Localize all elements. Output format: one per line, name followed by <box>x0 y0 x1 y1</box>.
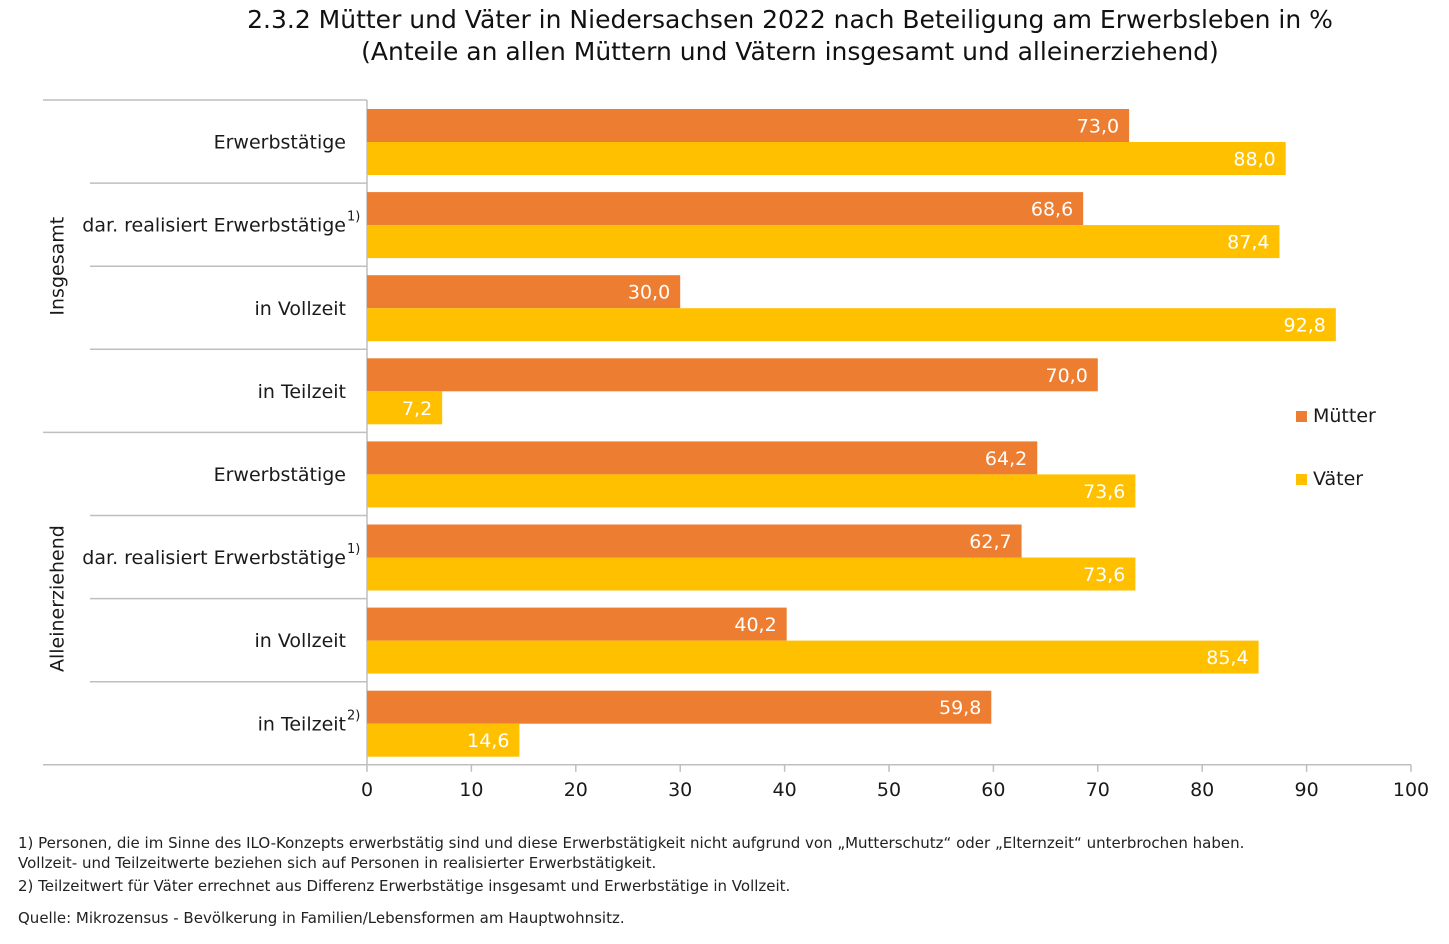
x-tick-label: 70 <box>1086 779 1110 801</box>
x-tick-label: 80 <box>1190 779 1214 801</box>
data-label-vaeter: 7,2 <box>402 398 432 420</box>
category-footnote-mark: 1) <box>347 210 360 225</box>
bar-vaeter <box>367 308 1336 342</box>
data-label-muetter: 40,2 <box>734 614 776 636</box>
category-label: Erwerbstätige <box>214 464 346 486</box>
bar-vaeter <box>367 225 1280 259</box>
bar-muetter <box>367 524 1022 558</box>
data-label-vaeter: 88,0 <box>1233 149 1275 171</box>
category-footnote-mark: 1) <box>347 542 360 557</box>
data-label-muetter: 62,7 <box>969 531 1011 553</box>
footnote-2: 2) Teilzeitwert für Väter errechnet aus … <box>18 877 791 895</box>
group-label: Alleinerziehend <box>47 525 69 672</box>
footnote-1-continuation: Vollzeit- und Teilzeitwerte beziehen sic… <box>18 854 657 872</box>
data-label-muetter: 59,8 <box>939 697 981 719</box>
bar-muetter <box>367 690 992 724</box>
category-label: in Vollzeit <box>255 630 346 652</box>
x-tick-label: 60 <box>981 779 1005 801</box>
data-label-muetter: 68,6 <box>1031 199 1073 221</box>
data-label-muetter: 64,2 <box>985 448 1027 470</box>
x-tick-label: 20 <box>564 779 588 801</box>
category-label: dar. realisiert Erwerbstätige <box>82 547 346 569</box>
data-label-muetter: 73,0 <box>1077 116 1119 138</box>
data-label-vaeter: 92,8 <box>1284 315 1326 337</box>
x-tick-label: 40 <box>773 779 797 801</box>
chart-title: 2.3.2 Mütter und Väter in Niedersachsen … <box>247 5 1333 34</box>
bar-muetter <box>367 441 1038 475</box>
bar-muetter <box>367 607 787 641</box>
data-label-muetter: 30,0 <box>628 282 670 304</box>
bar-vaeter <box>367 391 443 425</box>
data-label-vaeter: 85,4 <box>1206 647 1248 669</box>
source-note: Quelle: Mikrozensus - Bevölkerung in Fam… <box>18 909 625 927</box>
x-tick-label: 10 <box>459 779 483 801</box>
data-label-muetter: 70,0 <box>1045 365 1087 387</box>
category-label: in Vollzeit <box>255 298 346 320</box>
bar-muetter <box>367 275 681 309</box>
data-label-vaeter: 73,6 <box>1083 564 1125 586</box>
bar-muetter <box>367 109 1130 142</box>
bar-vaeter <box>367 474 1136 508</box>
bar-vaeter <box>367 142 1286 175</box>
x-tick-label: 50 <box>877 779 901 801</box>
bar-vaeter <box>367 640 1259 674</box>
bar-muetter <box>367 192 1084 226</box>
category-label: dar. realisiert Erwerbstätige <box>82 215 346 237</box>
data-label-vaeter: 73,6 <box>1083 481 1125 503</box>
category-label: Erwerbstätige <box>214 132 346 154</box>
category-footnote-mark: 2) <box>347 708 360 723</box>
x-tick-label: 100 <box>1393 779 1429 801</box>
legend-swatch-muetter <box>1296 411 1307 422</box>
data-label-vaeter: 14,6 <box>467 730 509 752</box>
legend-swatch-vaeter <box>1296 474 1307 485</box>
footnote-1: 1) Personen, die im Sinne des ILO-Konzep… <box>18 834 1245 852</box>
category-label: in Teilzeit <box>258 381 346 403</box>
bar-muetter <box>367 358 1098 392</box>
x-tick-label: 90 <box>1295 779 1319 801</box>
chart-subtitle: (Anteile an allen Müttern und Vätern ins… <box>361 37 1219 66</box>
x-tick-label: 30 <box>668 779 692 801</box>
x-tick-label: 0 <box>361 779 373 801</box>
legend-label-muetter: Mütter <box>1313 405 1376 427</box>
bar-vaeter <box>367 557 1136 591</box>
group-label: Insgesamt <box>47 217 69 316</box>
data-label-vaeter: 87,4 <box>1227 232 1269 254</box>
legend-label-vaeter: Väter <box>1313 468 1364 490</box>
bar-vaeter <box>367 723 520 757</box>
category-label: in Teilzeit <box>258 713 346 735</box>
